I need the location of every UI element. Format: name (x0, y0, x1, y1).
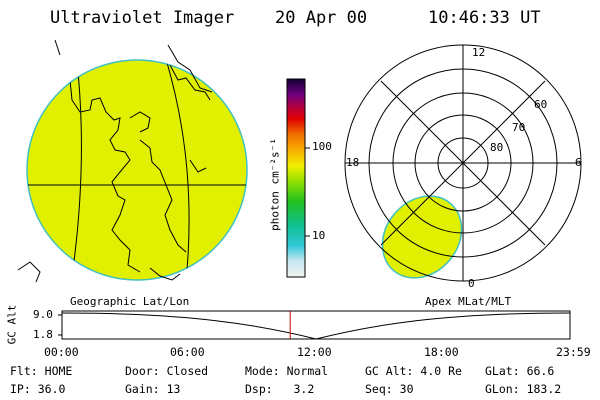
geographic-view (17, 39, 248, 283)
altitude-xtick-label: 12:00 (297, 345, 332, 359)
coastline (189, 159, 207, 173)
info-gc-alt: GC Alt: 4.0 Re (365, 364, 462, 378)
altitude-ylabel: GC Alt (5, 304, 19, 345)
info-dsp: Dsp: 3.2 (245, 382, 315, 396)
geographic-caption: Geographic Lat/Lon (70, 295, 190, 308)
mlt-label-6: 6 (575, 156, 582, 169)
date-label: 20 Apr 00 (275, 8, 368, 28)
coastline (167, 44, 213, 93)
altitude-plot-frame (61, 310, 571, 340)
colorbar-units: photon cm⁻²s⁻¹ (268, 138, 282, 231)
lat-label-70: 70 (512, 121, 526, 134)
coastline (139, 139, 187, 253)
colorbar-tick-label: 10 (312, 229, 326, 242)
info-glon: GLon: 183.2 (485, 382, 562, 396)
mlt-label-12: 12 (472, 46, 486, 59)
mlt-label-18: 18 (346, 156, 360, 169)
intensity-colorbar (286, 78, 310, 278)
coastline (129, 111, 151, 133)
coastline (149, 267, 181, 281)
earth-disc (26, 59, 248, 281)
altitude-xtick-label: 06:00 (170, 345, 205, 359)
app-title: Ultraviolet Imager (50, 8, 235, 28)
info-gain: Gain: 13 (125, 382, 181, 396)
info-glat: GLat: 66.6 (485, 364, 555, 378)
coastline (17, 261, 41, 283)
polar-view (344, 44, 582, 282)
lat-label-60: 60 (534, 98, 548, 111)
auroral-oval (381, 195, 463, 279)
altitude-ytick-label: 9.0 (33, 308, 53, 321)
time-label: 10:46:33 UT (428, 8, 541, 28)
colorbar-gradient (286, 78, 306, 278)
info-mode: Mode: Normal (245, 364, 329, 378)
info-flight: Flt: HOME (10, 364, 73, 378)
coastline (169, 64, 211, 101)
info-seq: Seq: 30 (365, 382, 414, 396)
coastline (39, 254, 71, 269)
coastline (54, 39, 61, 56)
altitude-ytick-label: 1.8 (33, 328, 53, 341)
mlt-line (380, 80, 546, 246)
info-door: Door: Closed (125, 364, 209, 378)
altitude-curve (61, 312, 571, 340)
mlt-label-0: 0 (468, 277, 475, 290)
coastline (59, 60, 141, 273)
altitude-xtick-label: 00:00 (44, 345, 79, 359)
apex-caption: Apex MLat/MLT (425, 295, 512, 308)
colorbar-tick-label: 100 (312, 140, 332, 153)
lat-label-80: 80 (490, 141, 504, 154)
meridian-line (159, 60, 190, 280)
altitude-xtick-label: 23:59 (556, 345, 591, 359)
altitude-plot (58, 310, 571, 340)
info-ip: IP: 36.0 (10, 382, 66, 396)
altitude-xtick-label: 18:00 (424, 345, 459, 359)
